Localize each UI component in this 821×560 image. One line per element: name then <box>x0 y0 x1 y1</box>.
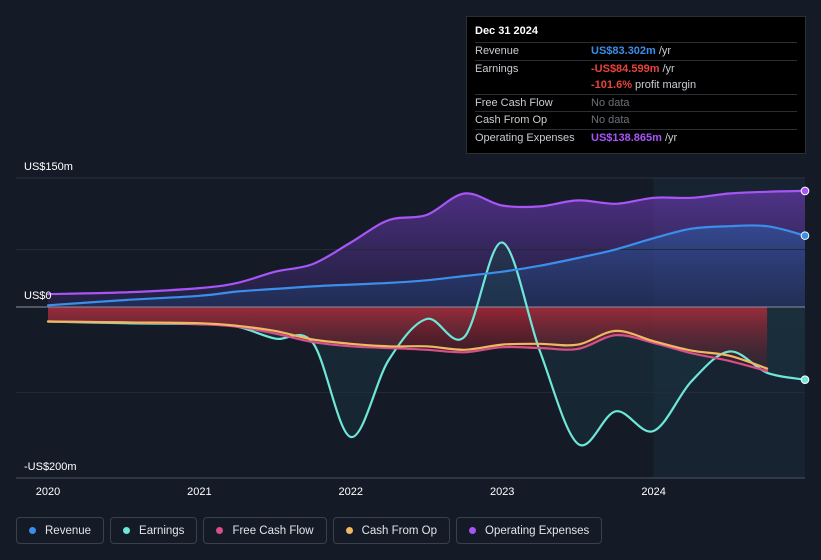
tooltip-value: US$83.302m <box>591 45 656 58</box>
legend-item-free-cash-flow[interactable]: Free Cash Flow <box>203 517 327 544</box>
tooltip-unit: profit margin <box>634 79 697 92</box>
x-tick-label: 2021 <box>187 486 211 498</box>
x-tick-label: 2024 <box>641 486 665 498</box>
tooltip-date: Dec 31 2024 <box>475 25 538 37</box>
legend-dot-icon <box>216 527 224 534</box>
tooltip-label: Cash From Op <box>475 114 548 127</box>
tooltip-row-earnings: Earnings -US$84.599m /yr <box>475 59 797 78</box>
tooltip-row-margin: -101.6% profit margin <box>475 77 797 94</box>
legend-label: Revenue <box>45 524 92 537</box>
marker-operating-expenses <box>800 186 810 196</box>
line-revenue <box>46 224 807 307</box>
marker-revenue <box>800 231 810 240</box>
area-free-cash-flow <box>48 307 768 372</box>
x-tick-label: 2020 <box>36 486 60 498</box>
tooltip-unit: /yr <box>662 62 675 75</box>
tooltip-row-revenue: Revenue US$83.302m /yr <box>475 42 797 60</box>
tooltip-panel: Dec 31 2024 Revenue US$83.302m /yr Earni… <box>466 16 806 154</box>
x-tick-label: 2022 <box>339 486 363 498</box>
tooltip-value: -101.6% <box>591 79 632 92</box>
tooltip-label: Earnings <box>475 62 519 75</box>
legend-item-cash-from-op[interactable]: Cash From Op <box>332 517 451 544</box>
line-operating-expenses <box>46 189 807 296</box>
tooltip-row-fcf: Free Cash Flow No data <box>475 93 797 112</box>
legend-label: Cash From Op <box>361 524 438 537</box>
marker-earnings <box>800 375 810 384</box>
chart-legend: Revenue Earnings Free Cash Flow Cash Fro… <box>16 517 603 544</box>
y-axis-bottom-label: -US$200m <box>24 461 77 473</box>
x-tick-label: 2023 <box>490 486 514 498</box>
line-cash-from-op <box>46 320 769 370</box>
legend-label: Free Cash Flow <box>232 524 314 537</box>
legend-label: Earnings <box>139 524 185 537</box>
legend-label: Operating Expenses <box>485 524 590 537</box>
legend-item-revenue[interactable]: Revenue <box>16 517 105 544</box>
tooltip-value: -US$84.599m <box>591 62 660 75</box>
tooltip-value: No data <box>591 96 630 109</box>
tooltip-label: Operating Expenses <box>475 131 575 144</box>
legend-item-operating-expenses[interactable]: Operating Expenses <box>456 517 603 544</box>
y-axis-top-label: US$150m <box>24 161 73 173</box>
tooltip-unit: /yr <box>664 131 678 144</box>
legend-item-earnings[interactable]: Earnings <box>110 517 198 544</box>
area-revenue <box>48 225 805 307</box>
legend-dot-icon <box>469 527 477 534</box>
tooltip-label: Free Cash Flow <box>475 96 553 109</box>
tooltip-row-opex: Operating Expenses US$138.865m /yr <box>475 128 797 147</box>
tooltip-label: Revenue <box>475 45 520 58</box>
tooltip-row-cfo: Cash From Op No data <box>475 111 797 129</box>
tooltip-value: No data <box>591 114 630 127</box>
legend-dot-icon <box>345 527 353 534</box>
area-earnings <box>48 242 805 446</box>
legend-dot-icon <box>29 527 36 534</box>
y-axis-zero-label: US$0 <box>24 290 52 302</box>
tooltip-unit: /yr <box>658 45 672 58</box>
legend-dot-icon <box>123 527 131 534</box>
tooltip-value: US$138.865m <box>591 131 662 144</box>
